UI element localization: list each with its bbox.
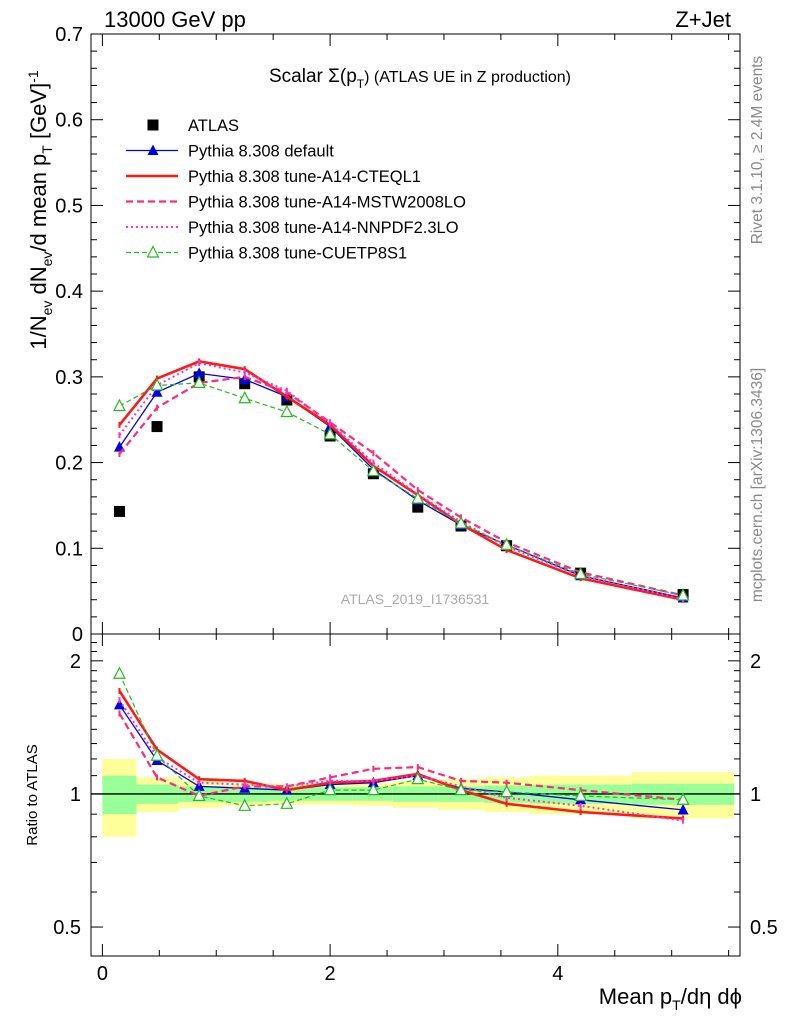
main-title-rest: ) (ATLAS UE in Z production) — [364, 69, 571, 86]
ratio-ytick-label: 2 — [70, 651, 81, 673]
main-y-axis-label: 1/Nev dNev/d mean pT [GeV]-1 — [25, 70, 55, 350]
x-label-rest: /dη dϕ — [681, 984, 742, 1009]
series-point-cuetp8s1 — [411, 491, 425, 504]
series-point-cuetp8s1 — [280, 404, 294, 418]
series-line-a14_cteql1 — [118, 360, 684, 601]
atlas-data-point — [113, 505, 125, 517]
main-title-sub: T — [357, 77, 365, 91]
series-point-cuetp8s1 — [676, 588, 690, 601]
ratio-point-cuetp8s1 — [192, 788, 206, 801]
ratio-ytick-label-right: 0.5 — [750, 917, 778, 939]
main-ytick-label: 0 — [72, 624, 83, 646]
ratio-point-cuetp8s1 — [323, 782, 337, 796]
ratio-frame — [90, 633, 741, 957]
ratio-line-a14_nnpdf — [118, 699, 684, 822]
series-point-cuetp8s1 — [150, 378, 164, 391]
series-point-default — [193, 367, 205, 378]
main-ytick-label: 0.6 — [55, 110, 83, 132]
ratio-line-default — [118, 704, 684, 811]
main-ytick-label: 0.4 — [55, 281, 83, 303]
ratio-point-cuetp8s1 — [112, 666, 126, 679]
legend-label-cuetp8s1: Pythia 8.308 tune-CUETP8S1 — [188, 245, 407, 263]
ratio-xtick-label: 4 — [552, 963, 563, 985]
series-line-a14_nnpdf — [118, 362, 684, 600]
series-point-cuetp8s1 — [112, 398, 126, 412]
main-series-group — [112, 358, 690, 603]
legend-label-a14_nnpdf: Pythia 8.308 tune-A14-NNPDF2.3LO — [188, 219, 459, 237]
ratio-point-cuetp8s1 — [676, 792, 690, 805]
legend-label-data: ATLAS — [188, 117, 239, 135]
ratio-point-cuetp8s1 — [411, 771, 425, 785]
legend-marker-default — [147, 144, 159, 155]
series-point-cuetp8s1 — [323, 426, 337, 440]
main-panel: 0 0.1 0.2 0.3 0.4 0.5 0.6 0.7 ATLAS_2019_I17365… — [25, 24, 741, 646]
ratio-point-cuetp8s1 — [574, 788, 588, 801]
main-ytick-label: 0.1 — [55, 538, 83, 560]
main-title-part1: Scalar Σ(p — [269, 66, 357, 87]
ratio-point-default — [113, 698, 125, 710]
ratio-point-cuetp8s1 — [366, 782, 380, 796]
ratio-ytick-label: 0.5 — [53, 917, 81, 939]
ratio-axis-ticks: 0.5 0.5 1 1 2 2 0 2 4 — [53, 634, 778, 985]
ratio-xtick-label: 2 — [325, 963, 336, 985]
series-point-cuetp8s1 — [574, 566, 588, 580]
energy-label: 13000 GeV pp — [104, 7, 246, 32]
y-label-part1: 1/N — [26, 315, 51, 349]
series-point-cuetp8s1 — [192, 375, 206, 388]
ratio-band-inner — [102, 775, 137, 815]
legend-label-default: Pythia 8.308 default — [188, 143, 334, 161]
ratio-point-default — [677, 803, 689, 815]
series-line-cuetp8s1 — [119, 382, 684, 596]
ratio-ytick-label-right: 1 — [750, 784, 761, 806]
legend-label-a14_cteql1: Pythia 8.308 tune-A14-CTEQL1 — [188, 168, 421, 186]
main-ytick-label: 0.7 — [55, 24, 83, 46]
main-title: Scalar Σ(pT) (ATLAS UE in Z production) — [269, 66, 571, 91]
mcplots-label: mcplots.cern.ch [arXiv:1306.3436] — [749, 368, 766, 602]
series-point-cuetp8s1 — [366, 463, 380, 477]
ratio-ytick-label-right: 2 — [750, 651, 761, 673]
x-label-part1: Mean p — [599, 984, 672, 1009]
series-point-default — [151, 386, 163, 397]
ratio-xtick-label: 0 — [97, 963, 108, 985]
series-point-cuetp8s1 — [500, 537, 514, 550]
x-label-sub: T — [672, 997, 681, 1013]
ratio-line-a14_mstw — [118, 712, 684, 801]
series-point-cuetp8s1 — [454, 516, 468, 529]
process-label: Z+Jet — [675, 7, 731, 32]
series-point-cuetp8s1 — [238, 390, 252, 404]
main-axis-ticks: 0 0.1 0.2 0.3 0.4 0.5 0.6 0.7 — [55, 24, 740, 646]
ratio-series-group — [112, 666, 690, 824]
rivet-version-label: Rivet 3.1.10, ≥ 2.4M events — [749, 55, 766, 244]
ratio-point-cuetp8s1 — [500, 784, 514, 798]
main-ytick-label: 0.3 — [55, 367, 83, 389]
analysis-id-label: ATLAS_2019_I1736531 — [341, 591, 490, 607]
ratio-line-cuetp8s1 — [118, 673, 684, 807]
ratio-panel: 0.5 0.5 1 1 2 2 0 2 4 Ratio to ATLAS Mean pT/dη … — [24, 633, 778, 1013]
series-line-a14_mstw — [118, 375, 684, 597]
ratio-point-cuetp8s1 — [238, 798, 252, 811]
legend: ATLAS Pythia 8.308 default Pythia 8.308 tu… — [126, 117, 466, 263]
ratio-point-cuetp8s1 — [150, 748, 164, 761]
ratio-y-axis-label: Ratio to ATLAS — [24, 744, 41, 845]
main-ytick-label: 0.5 — [55, 195, 83, 217]
x-axis-label: Mean pT/dη dϕ — [599, 984, 742, 1013]
ratio-ytick-label: 1 — [70, 784, 81, 806]
ratio-point-cuetp8s1 — [280, 796, 294, 809]
atlas-data-point — [151, 421, 163, 433]
atlas-data-point — [412, 501, 424, 513]
ratio-point-cuetp8s1 — [454, 782, 468, 796]
main-ytick-label: 0.2 — [55, 453, 83, 475]
legend-marker-data — [147, 119, 159, 131]
legend-label-a14_mstw: Pythia 8.308 tune-A14-MSTW2008LO — [188, 194, 466, 212]
legend-marker-cuetp8s1 — [146, 245, 160, 258]
